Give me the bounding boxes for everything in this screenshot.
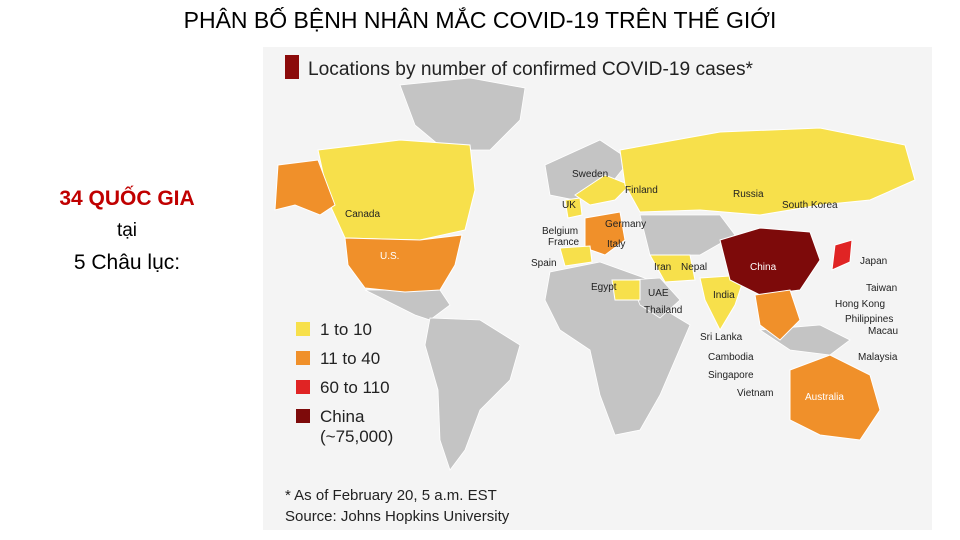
legend: 1 to 10 11 to 40 60 to 110 China(~75,000) xyxy=(296,320,393,446)
legend-swatch xyxy=(296,322,310,336)
country-label: Germany xyxy=(605,219,646,230)
iran xyxy=(649,254,696,283)
country-label: UAE xyxy=(648,288,669,299)
title-marker xyxy=(285,55,299,79)
country-label: Japan xyxy=(860,256,887,267)
country-label: Canada xyxy=(345,209,380,220)
legend-swatch xyxy=(296,380,310,394)
country-label: UK xyxy=(562,200,576,211)
side-text: 5 Châu lục: xyxy=(74,251,180,274)
country-label: Macau xyxy=(868,326,898,337)
country-label: China xyxy=(750,262,777,273)
country-label: Iran xyxy=(654,262,671,273)
country-label: Egypt xyxy=(591,282,617,293)
country-label: Australia xyxy=(805,392,844,403)
country-label: Russia xyxy=(733,189,764,200)
map-panel: Locations by number of confirmed COVID-1… xyxy=(263,47,932,530)
greenland xyxy=(399,77,526,151)
country-label: Italy xyxy=(607,239,625,250)
country-label: Philippines xyxy=(845,314,893,325)
canada xyxy=(317,139,476,241)
southeast-asia xyxy=(754,289,801,341)
country-label: Finland xyxy=(625,185,658,196)
country-label: India xyxy=(713,290,735,301)
legend-label: 1 to 10 xyxy=(320,320,372,339)
footnote: Source: Johns Hopkins University xyxy=(285,508,510,525)
legend-label: China xyxy=(320,407,365,426)
egypt xyxy=(611,279,641,301)
spain xyxy=(559,245,593,267)
footnote: * As of February 20, 5 a.m. EST xyxy=(285,487,497,504)
country-label: Thailand xyxy=(644,305,682,316)
alaska xyxy=(274,159,336,216)
country-label: Nepal xyxy=(681,262,707,273)
uk xyxy=(564,197,583,219)
country-label: Belgium xyxy=(542,226,578,237)
country-label: U.S. xyxy=(380,251,399,262)
country-label: South Korea xyxy=(782,200,838,211)
legend-swatch xyxy=(296,409,310,423)
country-label: Vietnam xyxy=(737,388,774,399)
south-america xyxy=(424,317,521,471)
country-label: France xyxy=(548,237,580,248)
nordics xyxy=(574,174,631,206)
legend-note: (~75,000) xyxy=(320,427,393,446)
legend-label: 11 to 40 xyxy=(320,349,380,368)
legend-swatch xyxy=(296,351,310,365)
country-label: Sri Lanka xyxy=(700,332,743,343)
arabia xyxy=(629,277,681,319)
country-label: Taiwan xyxy=(866,283,897,294)
country-label: Malaysia xyxy=(858,352,898,363)
map-title: Locations by number of confirmed COVID-1… xyxy=(308,59,754,80)
country-label: Sweden xyxy=(572,169,608,180)
central-europe xyxy=(584,211,626,256)
country-label: Hong Kong xyxy=(835,299,885,310)
side-text: 34 QUỐC GIA xyxy=(59,186,194,210)
usa xyxy=(344,234,463,293)
side-text: tại xyxy=(117,220,137,241)
slide-title: PHÂN BỐ BỆNH NHÂN MẮC COVID-19 TRÊN THẾ … xyxy=(184,6,777,33)
country-label: Spain xyxy=(531,258,557,269)
legend-label: 60 to 110 xyxy=(320,378,390,397)
country-label: Singapore xyxy=(708,370,754,381)
china xyxy=(719,227,821,296)
country-label: Cambodia xyxy=(708,352,754,363)
country-labels: Sweden Finland Russia UK Canada Germany South … xyxy=(345,169,898,403)
japan xyxy=(831,239,853,271)
central-asia xyxy=(639,214,736,256)
russia xyxy=(619,127,916,216)
australia xyxy=(789,354,881,441)
